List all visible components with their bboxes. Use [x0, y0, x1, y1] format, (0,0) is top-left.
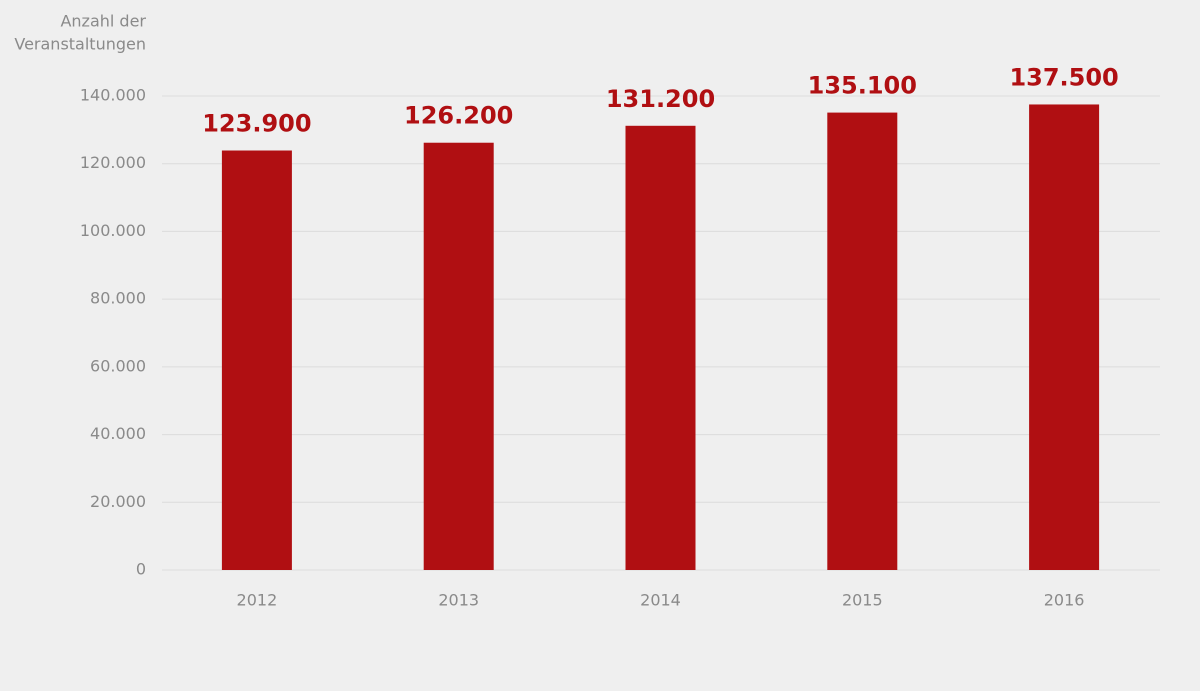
y-tick-label: 120.000 [80, 153, 146, 172]
bar [423, 142, 494, 571]
bar [625, 125, 696, 571]
bar [827, 112, 898, 570]
x-tick-label: 2012 [237, 591, 278, 610]
y-tick-label: 40.000 [90, 424, 146, 443]
x-tick-label: 2013 [438, 591, 479, 610]
x-tick-label: 2016 [1044, 591, 1085, 610]
y-tick-label: 100.000 [80, 221, 146, 240]
y-tick-label: 80.000 [90, 289, 146, 308]
y-axis-label: Anzahl der [60, 12, 146, 31]
y-tick-label: 60.000 [90, 356, 146, 375]
x-tick-label: 2015 [842, 591, 883, 610]
value-label: 135.100 [808, 72, 917, 100]
bar [1029, 104, 1100, 570]
x-tick-label: 2014 [640, 591, 681, 610]
y-tick-label: 0 [136, 560, 146, 579]
y-tick-label: 140.000 [80, 86, 146, 105]
value-label: 126.200 [404, 102, 513, 130]
y-axis-label: Veranstaltungen [14, 35, 146, 54]
bar [221, 150, 292, 570]
value-label: 131.200 [606, 85, 715, 113]
y-tick-label: 20.000 [90, 492, 146, 511]
value-label: 123.900 [202, 110, 311, 138]
value-label: 137.500 [1009, 63, 1118, 91]
